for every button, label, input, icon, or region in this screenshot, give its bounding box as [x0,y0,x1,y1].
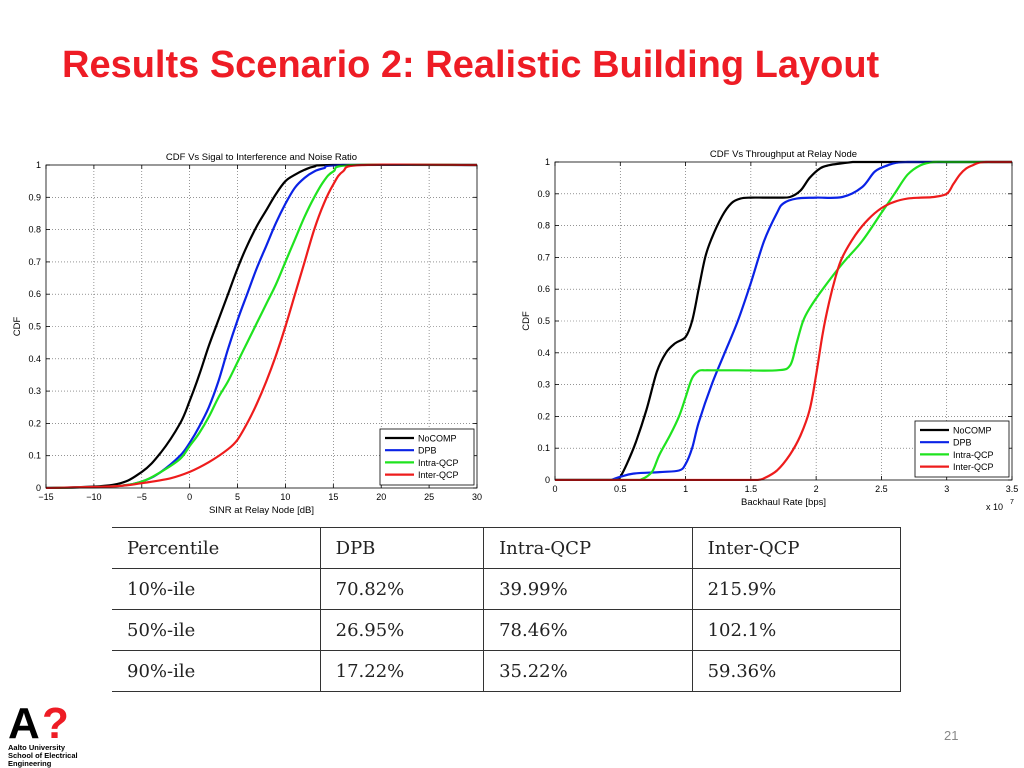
axes-box [554,161,1013,481]
y-tick-label: 0.8 [537,221,550,231]
table-header-cell: DPB [319,527,485,569]
y-tick-label: 0.2 [28,418,41,428]
x-tick-label: 25 [424,492,434,502]
x-tick-label: 1.5 [745,484,758,494]
legend-label-inter-qcp: Inter-QCP [953,462,994,472]
x-tick-label: 0 [187,492,192,502]
table-cell: 26.95% [319,609,485,651]
y-tick-label: 0.1 [28,451,41,461]
series-line-dpb [555,160,1012,481]
table-cell: 70.82% [319,568,485,610]
table-row: 10%-ile 70.82% 39.99% 215.9% [112,568,902,610]
y-tick-label: 0 [36,483,41,493]
series-line-nocomp [46,163,477,489]
x-tick-label: 0.5 [614,484,627,494]
axes-box [45,164,478,489]
series-line-inter-qcp [555,160,1012,481]
table-cell: 90%-ile [112,650,321,692]
x-axis-label: SINR at Relay Node [dB] [209,505,314,516]
y-tick-label: 0.1 [537,443,550,453]
legend-label-dpb: DPB [418,446,437,456]
table-cell: 39.99% [483,568,693,610]
y-tick-label: 0.2 [537,411,550,421]
table-cell: 78.46% [483,609,693,651]
sinr-cdf-chart: −15 −10 −5 0 5 10 15 20 25 30 0 0.1 0.2 0.3 0.4 0.5 0.6 0… [12,152,482,516]
x-tick-label: −10 [86,492,101,502]
x-multiplier-label: x 10 [986,502,1003,512]
legend-label-nocomp: NoCOMP [953,426,992,436]
x-tick-label: 10 [280,492,290,502]
x-tick-label: 3.5 [1006,484,1019,494]
y-tick-label: 0.9 [28,192,41,202]
table-header-row: Percentile DPB Intra-QCP Inter-QCP [112,527,902,569]
x-tick-label: 30 [472,492,482,502]
logo-mark-question: ? [42,699,69,748]
y-tick-label: 0.3 [537,380,550,390]
chart-title: CDF Vs Sigal to Interference and Noise R… [166,152,357,163]
x-tick-label: 2.5 [875,484,888,494]
y-tick-label: 0 [545,475,550,485]
y-tick-label: 1 [36,160,41,170]
table-cell: 50%-ile [112,609,321,651]
logo-text-line: Aalto University [8,743,66,752]
legend-label-intra-qcp: Intra-QCP [418,458,459,468]
table-header-cell: Intra-QCP [483,527,693,569]
y-axis-label: CDF [521,311,532,331]
logo-text-line: Engineering [8,759,52,768]
table-cell: 10%-ile [112,568,321,610]
series-line-inter-qcp [46,163,477,489]
y-tick-label: 0.4 [28,354,41,364]
y-tick-label: 0.9 [537,189,550,199]
throughput-cdf-chart: 0 0.5 1 1.5 2 2.5 3 3.5 0 0.1 0.2 0.3 0.4 0.5 0.6 0.7 0.… [521,149,1019,512]
logo-text-line: School of Electrical [8,751,78,760]
x-tick-label: 20 [376,492,386,502]
legend-label-inter-qcp: Inter-QCP [418,470,459,480]
page-number: 21 [944,728,959,743]
series-line-nocomp [555,160,1012,481]
y-tick-label: 0.4 [537,348,550,358]
table-cell: 35.22% [483,650,693,692]
chart-title: CDF Vs Throughput at Relay Node [710,149,857,160]
table-cell: 215.9% [691,568,902,610]
table-cell: 17.22% [319,650,485,692]
table-header-cell: Inter-QCP [691,527,902,569]
table-row: 90%-ile 17.22% 35.22% 59.36% [112,650,902,692]
series-line-intra-qcp [555,160,1012,481]
x-tick-label: 2 [814,484,819,494]
table-header-cell: Percentile [112,527,321,569]
y-tick-label: 0.7 [537,252,550,262]
x-tick-label: −15 [38,492,53,502]
table-cell: 102.1% [691,609,902,651]
y-tick-label: 0.6 [537,284,550,294]
table-cell: 59.36% [691,650,902,692]
x-tick-label: 0 [552,484,557,494]
y-tick-label: 1 [545,157,550,167]
x-multiplier-exponent: 7 [1010,499,1014,506]
series-line-intra-qcp [46,163,477,489]
y-tick-label: 0.5 [537,316,550,326]
x-axis-label: Backhaul Rate [bps] [741,497,826,508]
x-tick-label: 1 [683,484,688,494]
y-tick-label: 0.7 [28,257,41,267]
logo-mark-a: A [8,699,40,748]
table-row: 50%-ile 26.95% 78.46% 102.1% [112,609,902,651]
x-tick-label: 3 [944,484,949,494]
x-tick-label: −5 [137,492,147,502]
y-axis-label: CDF [12,317,23,337]
legend-label-nocomp: NoCOMP [418,434,457,444]
y-tick-label: 0.8 [28,225,41,235]
y-tick-label: 0.5 [28,322,41,332]
slide-title: Results Scenario 2: Realistic Building L… [62,44,880,86]
x-tick-label: 5 [235,492,240,502]
results-table: Percentile DPB Intra-QCP Inter-QCP 10%-i… [112,527,902,692]
x-tick-label: 15 [328,492,338,502]
aalto-logo: A ? Aalto University School of Electrica… [8,699,118,768]
legend-label-dpb: DPB [953,438,972,448]
y-tick-label: 0.6 [28,289,41,299]
y-tick-label: 0.3 [28,386,41,396]
legend-label-intra-qcp: Intra-QCP [953,450,994,460]
series-line-dpb [46,163,477,489]
